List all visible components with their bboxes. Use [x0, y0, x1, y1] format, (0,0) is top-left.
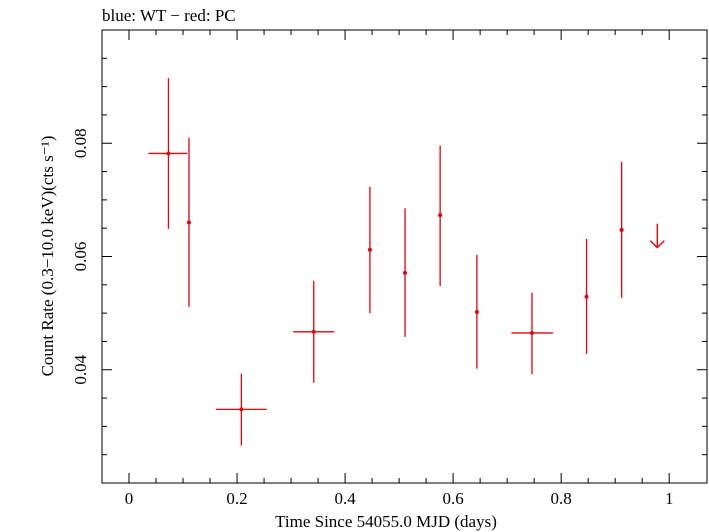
- y-axis: 0.04 0.06 0.08: [71, 29, 707, 484]
- data-point: [311, 329, 316, 334]
- x-tick-label: 0.4: [334, 489, 356, 508]
- x-axis: 0 0.2 0.4 0.6 0.8 1: [125, 30, 674, 508]
- data-point: [166, 151, 171, 156]
- y-axis-label: Count Rate (0.3−10.0 keV)(cts s⁻¹): [38, 136, 57, 377]
- x-tick-label: 0.8: [551, 489, 572, 508]
- data-point: [186, 220, 191, 225]
- x-axis-label: Time Since 54055.0 MJD (days): [275, 512, 497, 531]
- data-point: [438, 213, 443, 218]
- x-tick-label: 0.6: [442, 489, 463, 508]
- data-point: [529, 330, 534, 335]
- data-point: [584, 294, 589, 299]
- y-tick-label: 0.06: [71, 242, 90, 272]
- data-series: [148, 78, 665, 446]
- x-tick-label: 0: [125, 489, 134, 508]
- upper-limit-arrow: [649, 223, 665, 249]
- data-point: [239, 407, 244, 412]
- y-tick-label: 0.04: [71, 354, 90, 384]
- x-tick-label: 0.2: [226, 489, 247, 508]
- x-tick-label: 1: [665, 489, 674, 508]
- data-point: [474, 309, 479, 314]
- data-point: [367, 247, 372, 252]
- y-tick-label: 0.08: [71, 128, 90, 158]
- chart-title: blue: WT − red: PC: [102, 6, 236, 25]
- data-point: [403, 270, 408, 275]
- data-point: [619, 227, 624, 232]
